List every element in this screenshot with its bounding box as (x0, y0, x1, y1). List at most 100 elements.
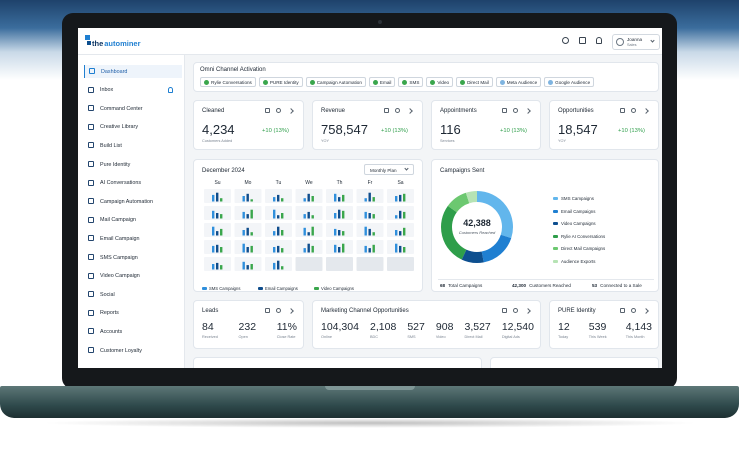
metric-label: Close Rate (276, 335, 296, 339)
more-icon[interactable] (525, 108, 531, 114)
campaign-bar (281, 266, 284, 270)
campaign-bar (277, 215, 280, 219)
nav-label: Video Campaign (100, 273, 140, 280)
campaign-bar (281, 213, 284, 219)
expand-icon[interactable] (265, 308, 270, 313)
expand-icon[interactable] (502, 308, 507, 313)
nav-item[interactable]: Accounts (84, 325, 182, 338)
nav-label: Accounts (100, 328, 123, 335)
channel-chip[interactable]: Campaign Automation (305, 77, 366, 87)
metric-value: 539 (588, 321, 607, 333)
logo-mark (85, 35, 90, 40)
pin-icon[interactable] (513, 108, 518, 113)
metric: 539 This Week (589, 321, 607, 339)
campaign-bar (372, 197, 375, 202)
omni-card: Omni Channel Activation Rylie Conversatio… (193, 62, 659, 92)
pin-icon[interactable] (276, 308, 281, 313)
bell-icon[interactable] (168, 86, 173, 93)
channel-chip[interactable]: Direct Mail (456, 77, 493, 87)
stat-caption: Services (440, 139, 455, 143)
channel-chip[interactable]: Meta Audience (495, 77, 542, 87)
metric-card: Marketing Channel Opportunities 104,304 On… (312, 300, 541, 349)
more-icon[interactable] (288, 108, 294, 114)
pin-icon[interactable] (395, 108, 400, 113)
search-icon[interactable] (562, 37, 569, 44)
campaign-bar (216, 192, 219, 202)
more-icon[interactable] (643, 308, 649, 314)
day-header: Su (214, 180, 221, 186)
nav-item[interactable]: AI Conversations (84, 177, 182, 190)
metric-value: 908 (435, 321, 454, 333)
logo-prefix: the (92, 39, 104, 48)
nav-item[interactable]: Social (84, 288, 182, 301)
channel-chip[interactable]: Video (426, 77, 454, 87)
nav-item[interactable]: Customer Loyalty (84, 344, 182, 357)
expand-icon[interactable] (620, 108, 625, 113)
nav-item[interactable]: Mail Campaign (84, 214, 182, 227)
card-title: PURE Identity (558, 308, 596, 314)
nav-item[interactable]: Build List (84, 139, 182, 152)
channel-chip[interactable]: Email (368, 77, 396, 87)
campaign-bar (338, 230, 341, 236)
expand-icon[interactable] (265, 108, 270, 113)
metric: 3,527 Direct Mail (465, 321, 491, 339)
nav-item[interactable]: Dashboard (84, 65, 182, 78)
channel-chip[interactable]: Rylie Conversations (200, 77, 256, 87)
more-icon[interactable] (525, 308, 531, 314)
nav-item[interactable]: Campaign Automation (84, 195, 182, 208)
calendar-card: December 2024 Monthly Plan Su Mo Tu We Th Fr Sa S… (193, 159, 423, 292)
legend-label: Audience Exports (561, 259, 596, 264)
day-cell (265, 206, 292, 220)
campaign-bar (364, 226, 367, 236)
legend-label: Video Campaigns (561, 221, 596, 227)
user-menu[interactable]: Joanna Sales (612, 34, 660, 50)
stat-change: +10 (13%) (381, 128, 408, 134)
more-icon[interactable] (407, 108, 413, 114)
campaign-bar (242, 243, 245, 253)
expand-icon[interactable] (620, 308, 625, 313)
nav-item[interactable]: Creative Library (84, 121, 182, 134)
nav-item[interactable]: Command Center (84, 102, 182, 115)
chip-check (309, 79, 315, 85)
expand-icon[interactable] (384, 108, 389, 113)
campaign-bar (399, 245, 402, 253)
more-icon[interactable] (643, 108, 649, 114)
day-cell (387, 257, 414, 271)
legend-swatch (553, 222, 558, 226)
pin-icon[interactable] (276, 108, 281, 113)
nav-item[interactable]: SMS Campaign (84, 251, 182, 264)
campaign-bar (246, 265, 249, 270)
campaigns-card: Campaigns Sent 42,388 Customers Reached SMS… (431, 159, 659, 292)
nav-item[interactable]: Video Campaign (84, 270, 182, 283)
channel-chip[interactable]: SMS (398, 77, 424, 87)
stat-value: 4,234 (202, 122, 235, 137)
nav-item[interactable]: Inbox (84, 84, 182, 97)
campaign-bar (277, 194, 280, 202)
metric: 11% Close Rate (277, 321, 297, 339)
campaign-bar (334, 213, 337, 219)
stat-change: +10 (13%) (262, 128, 289, 134)
nav-item[interactable]: Reports (84, 307, 182, 320)
card-title: Appointments (440, 108, 477, 114)
bell-icon[interactable] (596, 37, 602, 44)
view-dropdown[interactable]: Monthly Plan (364, 164, 414, 175)
channel-chip[interactable]: PURE Identity (258, 77, 303, 87)
calendar-icon[interactable] (579, 37, 586, 44)
metric-label: Video (435, 335, 446, 339)
nav-item[interactable]: Email Campaign (84, 232, 182, 245)
more-icon[interactable] (288, 308, 294, 314)
summary-label: Customers Reached (529, 283, 571, 288)
campaign-bar (395, 215, 398, 219)
channel-chip[interactable]: Google Audience (544, 77, 595, 87)
pin-icon[interactable] (513, 308, 518, 313)
pin-icon[interactable] (631, 108, 636, 113)
pin-icon[interactable] (631, 308, 636, 313)
campaign-bar (250, 245, 253, 253)
day-cell (387, 223, 414, 237)
chip-check (372, 79, 378, 85)
day-cell (234, 206, 262, 220)
expand-icon[interactable] (502, 108, 507, 113)
card-title: Omni Channel Activation (200, 67, 266, 73)
nav-item[interactable]: Pure Identity (84, 158, 182, 171)
campaign-bar (246, 193, 249, 202)
